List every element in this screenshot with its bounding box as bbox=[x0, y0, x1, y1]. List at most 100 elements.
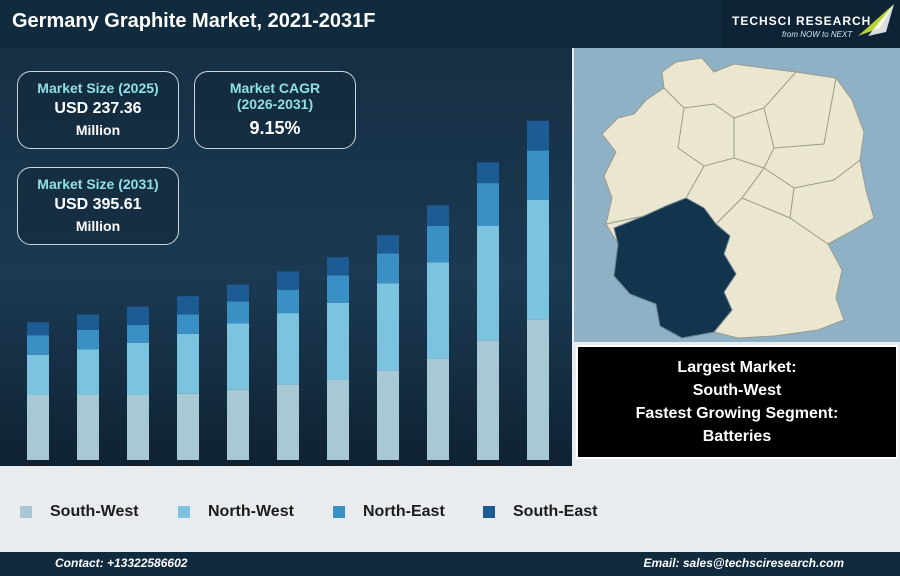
bar-south-west-2022 bbox=[77, 395, 99, 460]
bar-north-east-2023 bbox=[127, 324, 149, 343]
kpi-unit: Million bbox=[75, 122, 121, 138]
stacked-bar-chart: 2021 2022 2023 2024 2025 2026E 2027F 2028F 2029F… bbox=[26, 120, 554, 466]
bar-north-west-2021 bbox=[27, 354, 49, 395]
x-tick-label: 2028F bbox=[372, 462, 403, 466]
legend-swatch bbox=[20, 506, 32, 518]
x-tick-label: 2026E bbox=[272, 462, 304, 466]
bar-north-east-2025 bbox=[227, 301, 249, 324]
chart-legend: South-West North-West North-East South-E… bbox=[0, 466, 900, 552]
legend-label: North-East bbox=[363, 503, 445, 520]
bar-north-east-2024 bbox=[177, 314, 199, 334]
x-tick-label: 2022 bbox=[76, 462, 100, 466]
germany-map bbox=[574, 48, 900, 342]
bar-north-east-2028f bbox=[377, 253, 399, 284]
bar-south-east-2022 bbox=[77, 314, 99, 330]
bar-north-west-2023 bbox=[127, 343, 149, 395]
bar-north-west-2028f bbox=[377, 283, 399, 371]
bar-south-west-2031f bbox=[527, 319, 549, 460]
largest-market-value: South-West bbox=[692, 382, 782, 399]
kpi-market-size-2031: Market Size (2031) USD 395.61 Million bbox=[17, 167, 179, 245]
bar-south-west-2029f bbox=[427, 358, 449, 460]
kpi-unit: Million bbox=[75, 218, 121, 234]
kpi-title: Market CAGR bbox=[229, 80, 321, 96]
logo-tagline: from NOW to NEXT bbox=[782, 30, 853, 39]
map-state-borders bbox=[605, 71, 861, 245]
legend-item-south-west: South-West bbox=[20, 503, 139, 521]
footer-email[interactable]: Email: sales@techsciresearch.com bbox=[643, 556, 844, 570]
x-tick-label: 2029F bbox=[422, 462, 453, 466]
legend-swatch bbox=[333, 506, 345, 518]
kpi-value: 9.15% bbox=[249, 118, 301, 138]
x-tick-label: 2023 bbox=[126, 462, 150, 466]
techsci-logo: TECHSCI RESEARCH from NOW to NEXT bbox=[722, 0, 900, 48]
bar-north-west-2022 bbox=[77, 349, 99, 395]
fastest-segment-label: Fastest Growing Segment: bbox=[635, 405, 839, 422]
header-bar: Germany Graphite Market, 2021-2031F TECH… bbox=[0, 0, 900, 48]
bar-south-east-2031f bbox=[527, 120, 549, 151]
bar-south-west-2028f bbox=[377, 370, 399, 460]
key-findings-box: Largest Market: South-West Fastest Growi… bbox=[576, 345, 898, 459]
bar-south-west-2021 bbox=[27, 395, 49, 460]
bar-south-east-2026e bbox=[277, 271, 299, 290]
kpi-title: Market Size (2025) bbox=[37, 80, 159, 96]
x-tick-label: 2025 bbox=[226, 462, 250, 466]
bar-south-east-2030f bbox=[477, 162, 499, 184]
footer-bar: Contact: +13322586602 Email: sales@techs… bbox=[0, 552, 900, 576]
bar-north-west-2029f bbox=[427, 262, 449, 359]
fastest-segment-value: Batteries bbox=[702, 428, 772, 445]
kpi-value: USD 395.61 bbox=[54, 196, 142, 213]
bar-north-west-2030f bbox=[477, 226, 499, 341]
x-tick-label: 2024 bbox=[176, 462, 201, 466]
bar-south-west-2024 bbox=[177, 393, 199, 460]
largest-market-label: Largest Market: bbox=[677, 359, 797, 376]
bars-group bbox=[27, 120, 549, 460]
bar-north-east-2027f bbox=[327, 275, 349, 303]
kpi-subtitle: (2026-2031) bbox=[236, 96, 314, 112]
bar-south-west-2026e bbox=[277, 384, 299, 460]
x-tick-label: 2027F bbox=[322, 462, 353, 466]
bar-south-west-2030f bbox=[477, 340, 499, 460]
bar-north-west-2024 bbox=[177, 333, 199, 394]
kpi-value: USD 237.36 bbox=[54, 100, 142, 117]
legend-label: South-West bbox=[50, 503, 139, 520]
bar-north-east-2026e bbox=[277, 289, 299, 314]
legend-label: South-East bbox=[513, 503, 598, 520]
legend-swatch bbox=[178, 506, 190, 518]
bar-south-east-2021 bbox=[27, 322, 49, 336]
bar-south-west-2023 bbox=[127, 395, 149, 460]
x-axis-ticks: 2021 2022 2023 2024 2025 2026E 2027F 2028F 2029F… bbox=[26, 462, 554, 466]
bar-north-east-2031f bbox=[527, 150, 549, 200]
legend-item-north-east: North-East bbox=[333, 503, 445, 521]
legend-label: North-West bbox=[208, 503, 294, 520]
bar-south-east-2024 bbox=[177, 296, 199, 315]
bar-south-east-2023 bbox=[127, 306, 149, 325]
bar-south-east-2027f bbox=[327, 257, 349, 276]
bar-south-east-2028f bbox=[377, 235, 399, 254]
page-title: Germany Graphite Market, 2021-2031F bbox=[12, 10, 376, 32]
bar-north-west-2027f bbox=[327, 302, 349, 380]
kpi-title: Market Size (2031) bbox=[37, 176, 159, 192]
legend-item-north-west: North-West bbox=[178, 503, 294, 521]
bar-north-east-2029f bbox=[427, 226, 449, 263]
x-tick-label: 2021 bbox=[26, 462, 50, 466]
bar-north-east-2030f bbox=[477, 183, 499, 226]
bar-north-west-2025 bbox=[227, 323, 249, 390]
bar-south-west-2027f bbox=[327, 379, 349, 460]
x-tick-label: 2030F bbox=[472, 462, 503, 466]
legend-item-south-east: South-East bbox=[483, 503, 597, 521]
bar-south-west-2025 bbox=[227, 389, 249, 460]
bar-north-east-2022 bbox=[77, 330, 99, 350]
legend-swatch bbox=[483, 506, 495, 518]
bar-north-west-2031f bbox=[527, 200, 549, 320]
logo-swoosh-icon bbox=[858, 4, 894, 36]
bar-south-east-2025 bbox=[227, 284, 249, 302]
x-tick-label: 2031F bbox=[522, 462, 553, 466]
germany-map-svg bbox=[601, 57, 875, 339]
bar-north-east-2021 bbox=[27, 335, 49, 355]
kpi-market-size-2025: Market Size (2025) USD 237.36 Million bbox=[17, 71, 179, 149]
bar-north-west-2026e bbox=[277, 313, 299, 385]
footer-contact: Contact: +13322586602 bbox=[55, 556, 188, 570]
logo-name: TECHSCI RESEARCH bbox=[732, 14, 872, 28]
bar-south-east-2029f bbox=[427, 205, 449, 226]
kpi-market-cagr: Market CAGR (2026-2031) 9.15% bbox=[194, 71, 356, 149]
